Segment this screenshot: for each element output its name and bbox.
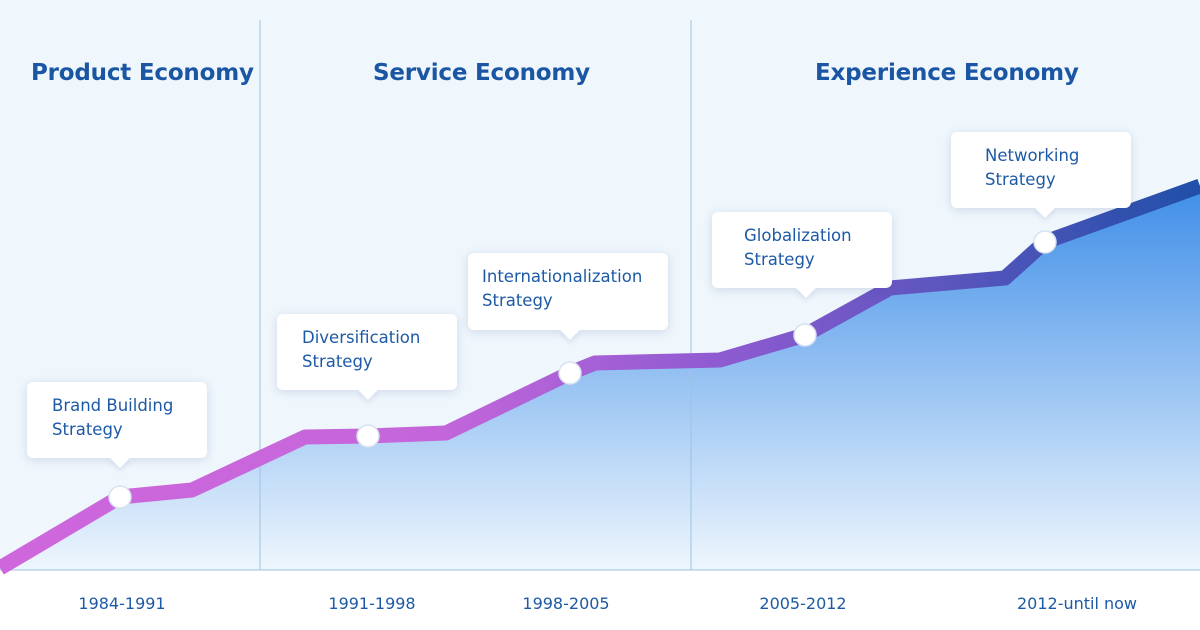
callout-line: Strategy: [52, 420, 123, 439]
callout-line: Strategy: [744, 250, 815, 269]
era-title-service: Service Economy: [373, 60, 590, 86]
era-title-experience: Experience Economy: [815, 60, 1079, 86]
milestone-dot: [108, 485, 132, 509]
period-label: 2012-until now: [1016, 594, 1138, 613]
growth-line: [0, 178, 1200, 575]
callout-line: Strategy: [985, 170, 1056, 189]
period-label: 1991-1998: [328, 594, 416, 613]
callout-line: Networking: [985, 146, 1080, 165]
growth-area: [0, 186, 1200, 570]
milestone-callout-brand-building: Brand Building Strategy: [27, 382, 207, 458]
callout-line: Strategy: [482, 291, 553, 310]
milestone-callout-diversification: Diversification Strategy: [277, 314, 457, 390]
period-label: 2005-2012: [759, 594, 847, 613]
milestone-dot: [793, 323, 817, 347]
milestone-dot: [356, 424, 380, 448]
callout-line: Strategy: [302, 352, 373, 371]
period-label: 1984-1991: [78, 594, 166, 613]
milestone-callout-globalization: Globalization Strategy: [712, 212, 892, 288]
milestone-callout-networking: Networking Strategy: [951, 132, 1131, 208]
era-title-product: Product Economy: [31, 60, 254, 86]
callout-line: Internationalization: [482, 267, 643, 286]
milestone-dot: [558, 361, 582, 385]
callout-line: Diversification: [302, 328, 421, 347]
milestone-callout-internationalization: Internationalization Strategy: [468, 253, 668, 330]
period-label: 1998-2005: [522, 594, 610, 613]
milestone-dot: [1033, 230, 1057, 254]
callout-line: Globalization: [744, 226, 852, 245]
callout-line: Brand Building: [52, 396, 174, 415]
